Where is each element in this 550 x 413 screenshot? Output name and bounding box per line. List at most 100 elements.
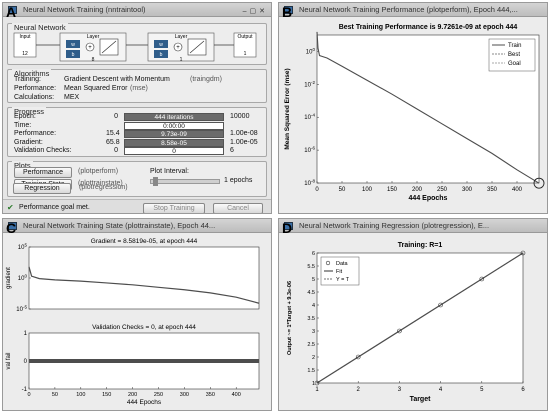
progress-value: 9.73e-09 [161,131,187,139]
x-tick-label: 150 [387,187,398,193]
y-tick-label: 3 [312,329,315,335]
section-header: Progress [12,107,47,116]
x-tick-label: 400 [512,187,523,193]
performance-plot-button[interactable]: Performance [14,167,72,178]
y-tick-label: -1 [22,387,28,393]
progress-row: Performance: 15.4 9.73e-09 1.00e-08 [14,130,260,139]
svg-text:w: w [159,42,163,48]
regression-plot-button[interactable]: Regression [13,183,71,194]
plot-function: (plotregression) [79,184,128,191]
gradient-plot-area [28,246,260,310]
x-tick-label: 350 [206,392,215,398]
x-tick-label: 4 [439,387,443,393]
x-axis-label: 444 Epochs [127,399,162,406]
status-bar: ✔ Performance goal met. Stop Training Ca… [3,199,271,213]
matlab-icon [284,6,293,14]
x-tick-label: 0 [315,187,319,193]
y-tick-label: 6 [312,251,315,257]
algorithms-section: Algorithms Training: Gradient Descent wit… [7,69,267,103]
plot-interval-slider[interactable] [150,177,220,186]
panel-b-plotperform: Neural Network Training Performance (plo… [278,2,548,214]
window-controls[interactable]: –▢✕ [242,8,268,15]
x-tick-label: 5 [480,387,484,393]
diagram-input-size: 12 [22,51,28,57]
progress-end: 1.00e-05 [230,138,258,146]
progress-row: Time: 0:00:00 [14,121,260,131]
window-title: Neural Network Training Regression (plot… [299,221,490,230]
cancel-button[interactable]: Cancel [213,203,263,213]
y-tick-label: 10-5 [16,305,27,314]
plot-function: (plotperform) [78,168,119,175]
train-state-chart: Gradient = 8.5819e-05, at epoch 44410510… [6,238,260,406]
y-tick-label: 1 [24,331,28,337]
slider-thumb[interactable] [153,177,158,186]
matlab-icon [284,222,293,230]
panel-label-d: D [282,220,293,236]
data-point [438,302,443,308]
progress-end: 1.00e-08 [230,130,258,138]
x-tick-label: 350 [487,187,498,193]
algorithm-row: Training: Gradient Descent with Momentum(… [14,76,222,83]
x-tick-label: 150 [102,392,111,398]
legend-swatch [325,260,331,266]
validation-title: Validation Checks = 0, at epoch 444 [92,324,196,331]
train-series-line [316,31,540,184]
x-tick-label: 1 [315,387,319,393]
progress-value: 0 [172,148,176,156]
stop-training-button[interactable]: Stop Training [143,203,205,213]
progress-fill [125,139,223,146]
matlab-icon [8,222,17,230]
section-header: Neural Network [12,23,68,32]
window-title: Neural Network Training Performance (plo… [299,5,518,14]
panel-c-plottrainstate: Neural Network Training State (plottrain… [2,218,272,411]
progress-label: Time: [14,121,32,129]
data-point [479,276,485,282]
x-tick-label: 3 [398,387,402,393]
x-tick-label: 200 [128,392,137,398]
x-tick-label: 2 [357,387,361,393]
plot-interval-label: Plot Interval: [150,168,189,175]
chart-title: Training: R=1 [398,242,443,249]
x-tick-label: 50 [339,187,346,193]
svg-text:b: b [160,52,163,58]
legend-entry: Y = T [336,277,350,283]
gradient-y-label: gradient [6,267,12,289]
data-point [520,250,526,256]
panel-label-b: B [282,4,293,20]
progress-bar: 0 [124,147,224,156]
x-tick-label: 100 [362,187,373,193]
progress-bar: 444 iterations [124,113,224,121]
plot-function: (plottrainstate) [78,180,123,187]
y-tick-label: 10-4 [304,113,315,122]
y-tick-label: 4 [312,303,315,309]
diagram-layer1-size: 8 [92,57,95,63]
title-bar: Neural Network Training Performance (plo… [279,3,547,17]
svg-text:+: + [176,45,180,51]
x-tick-label: 100 [76,392,85,398]
x-tick-label: 400 [232,392,241,398]
diagram-b: b [72,52,75,58]
status-text: Performance goal met. [19,204,90,211]
legend [488,38,536,72]
y-tick-label: 5 [312,277,315,283]
algorithm-row: Performance: Mean Squared Error (mse) [14,85,148,92]
chart-title: Best Training Performance is 9.7261e-09 … [339,24,518,31]
progress-fill [125,114,223,120]
legend-entry: Data [336,261,349,267]
progress-start: 15.4 [106,130,120,138]
progress-label: Validation Checks: [14,147,72,155]
svg-text:+: + [88,45,92,51]
progress-label: Epoch: [14,113,36,120]
progress-start: 0 [114,147,118,155]
x-tick-label: 6 [521,387,525,393]
window-title: Neural Network Training State (plottrain… [23,221,216,230]
progress-end: 6 [230,147,234,155]
legend-entry: Fit [336,269,343,275]
title-bar: Neural Network Training State (plottrain… [3,219,271,233]
y-tick-label: 10-2 [304,80,315,89]
y-tick-label: 2 [312,355,315,361]
y-tick-label: 10-8 [304,179,315,188]
y-tick-label: 10-6 [304,146,315,155]
progress-value: 0:00:00 [163,122,185,130]
y-tick-label: 1 [312,381,315,387]
